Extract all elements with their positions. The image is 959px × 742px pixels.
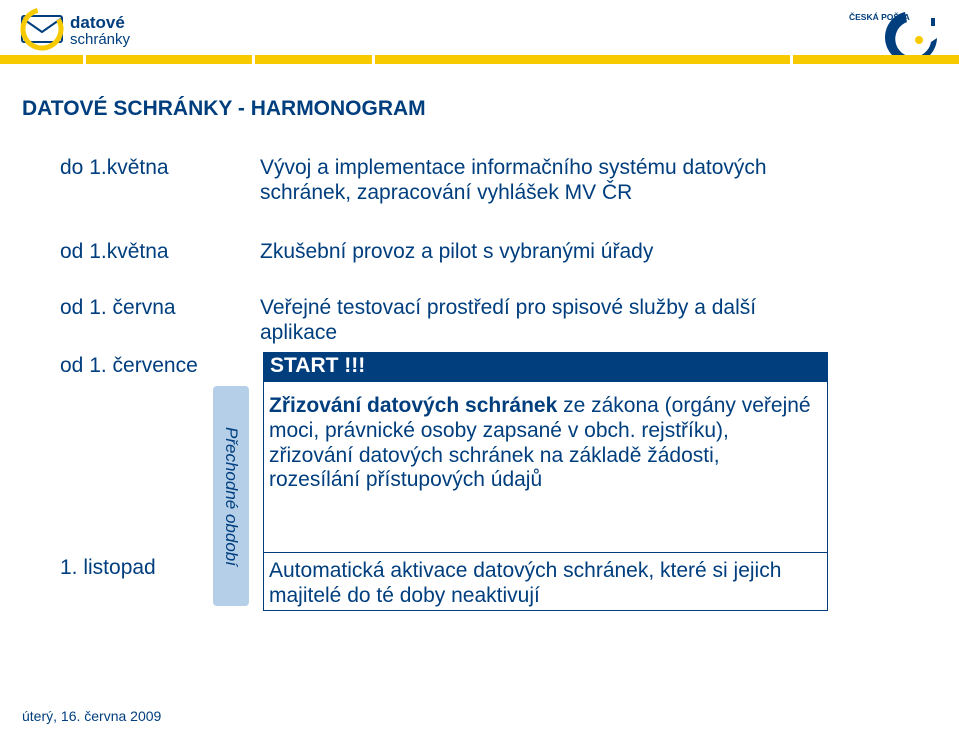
timeline-row: Zřizování datových schránek ze zákona (o… xyxy=(60,389,825,502)
timeline-desc: Zřizování datových schránek ze zákona (o… xyxy=(260,389,825,502)
start-label: START !!! xyxy=(270,354,365,377)
timeline-row: do 1.května Vývoj a implementace informa… xyxy=(60,156,825,206)
timeline-date: 1. listopad xyxy=(60,556,260,615)
timeline-row: 1. listopad Automatická aktivace datovýc… xyxy=(60,556,825,615)
timeline-start-cell: START !!! xyxy=(260,354,835,378)
timeline-date: od 1. června xyxy=(60,296,260,346)
timeline-date: do 1.května xyxy=(60,156,260,206)
box-separator xyxy=(263,552,828,553)
footer-date: úterý, 16. června 2009 xyxy=(22,708,161,724)
logo-left-text-2: schránky xyxy=(70,31,131,48)
logo-datove-schranky: datové schránky xyxy=(20,6,170,59)
content: do 1.května Vývoj a implementace informa… xyxy=(0,156,959,646)
timeline-date: od 1.května xyxy=(60,240,260,265)
header: datové schránky ČESKÁ POŠTA xyxy=(0,0,959,72)
logo-ceska-posta: ČESKÁ POŠTA xyxy=(849,8,939,56)
timeline-row: od 1.května Zkušební provoz a pilot s vy… xyxy=(60,240,825,265)
timeline-desc: Veřejné testovací prostředí pro spisové … xyxy=(260,296,825,346)
timeline-row-start: od 1. července START !!! xyxy=(60,354,835,378)
timeline-desc: Zkušební provoz a pilot s vybranými úřad… xyxy=(260,240,825,265)
yellow-band xyxy=(0,55,959,64)
timeline-desc: Vývoj a implementace informačního systém… xyxy=(260,156,825,206)
timeline-date xyxy=(60,389,260,502)
timeline-date: od 1. července xyxy=(60,354,260,378)
timeline-row: od 1. června Veřejné testovací prostředí… xyxy=(60,296,825,346)
timeline-desc-bold: Zřizování datových schránek xyxy=(269,394,557,417)
page-title: DATOVÉ SCHRÁNKY - HARMONOGRAM xyxy=(22,97,959,121)
logo-left-text-1: datové xyxy=(70,13,125,32)
timeline-desc: Automatická aktivace datových schránek, … xyxy=(260,556,825,615)
